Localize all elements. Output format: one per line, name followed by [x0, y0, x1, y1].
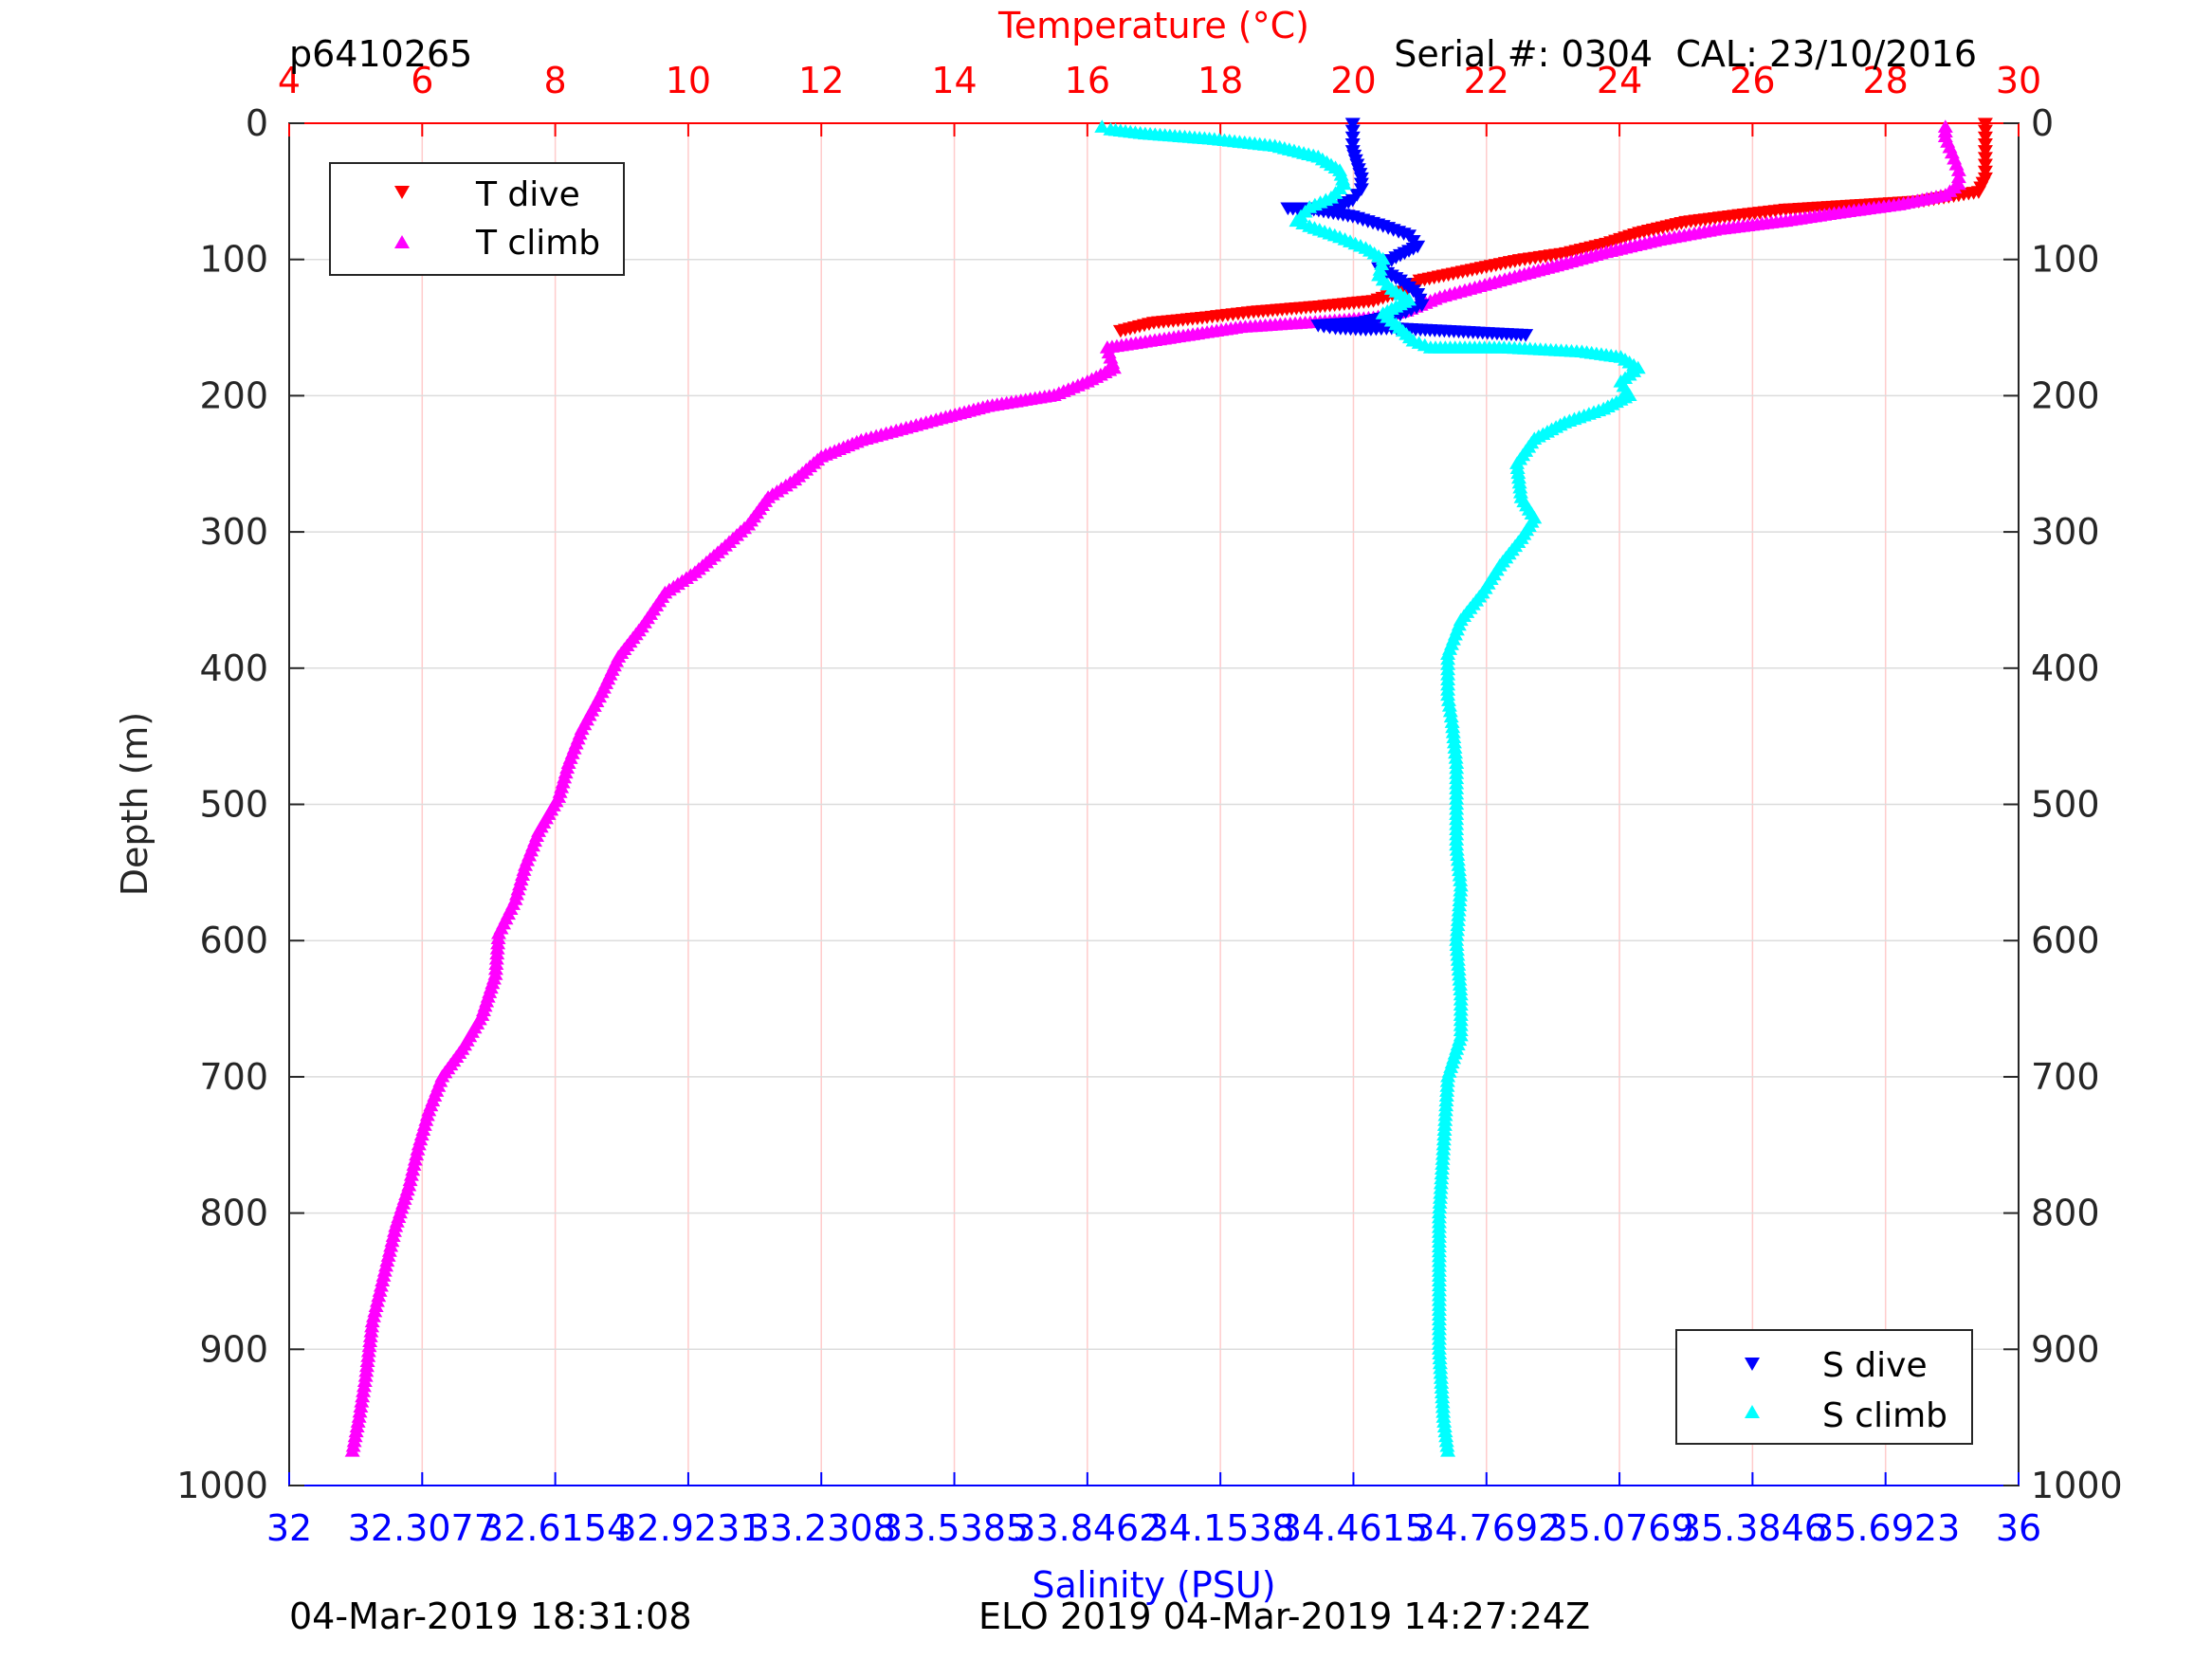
temperature-tick-label: 26: [1729, 60, 1775, 101]
s-climb-marker: [1094, 119, 1110, 133]
salinity-tick-label: 33.2308: [747, 1507, 896, 1549]
salinity-tick-label: 34.1538: [1146, 1507, 1295, 1549]
depth-tick-label-left: 700: [199, 1056, 268, 1098]
series-layer: [344, 118, 1993, 1457]
temperature-tick-label: 4: [278, 60, 301, 101]
depth-tick-label-left: 500: [199, 784, 268, 826]
depth-tick-label-right: 500: [2031, 784, 2100, 826]
depth-tick-label-left: 400: [199, 647, 268, 689]
temperature-tick-label: 22: [1464, 60, 1509, 101]
depth-tick-label-left: 900: [199, 1328, 268, 1370]
salinity-tick-label: 32: [266, 1507, 312, 1549]
t-climb-marker: [1937, 119, 1953, 133]
depth-tick-label-right: 0: [2031, 102, 2054, 144]
temperature-tick-label: 18: [1197, 60, 1243, 101]
t-dive-series: [1112, 118, 1993, 338]
depth-tick-label-left: 600: [199, 920, 268, 961]
depth-tick-label-right: 600: [2031, 920, 2100, 961]
temperature-tick-label: 20: [1330, 60, 1376, 101]
temperature-tick-label: 6: [411, 60, 433, 101]
depth-tick-label-right: 200: [2031, 374, 2100, 416]
depth-grid-lines: [289, 258, 2019, 1351]
legend-s-dive-marker: [1745, 1358, 1760, 1371]
depth-axis-title: Depth (m): [114, 712, 155, 897]
temperature-tick-label: 12: [798, 60, 844, 101]
legend-temperature-box: [329, 162, 625, 276]
s-dive-marker: [1344, 118, 1361, 131]
t-dive-marker: [1977, 158, 1993, 173]
t-dive-marker: [1977, 124, 1993, 138]
legend-t-dive-label: T dive: [475, 175, 580, 214]
legend-salinity-box: [1675, 1329, 1973, 1445]
s-dive-marker: [1344, 124, 1361, 138]
legend-salinity: S dive S climb: [1675, 1329, 1973, 1445]
depth-tick-label-right: 300: [2031, 511, 2100, 553]
depth-tick-label-right: 100: [2031, 239, 2100, 281]
depth-tick-label-right: 1000: [2031, 1465, 2123, 1506]
serial-cal-label: Serial #: 0304 CAL: 23/10/2016: [1394, 33, 1977, 75]
depth-tick-label-left: 200: [199, 374, 268, 416]
temperature-tick-label: 10: [666, 60, 711, 101]
legend-t-dive-marker: [394, 186, 410, 199]
legend-t-climb-marker: [394, 235, 410, 248]
temperature-tick-label: 8: [544, 60, 567, 101]
temperature-tick-label: 24: [1597, 60, 1642, 101]
legend-t-climb-label: T climb: [475, 224, 600, 263]
salinity-tick-label: 32.3077: [348, 1507, 497, 1549]
t-dive-marker: [1977, 152, 1993, 165]
legend-s-climb-marker: [1745, 1405, 1760, 1418]
depth-tick-label-left: 100: [199, 239, 268, 281]
t-dive-marker: [1977, 165, 1993, 179]
footer-mission-label: ELO 2019 04-Mar-2019 14:27:24Z: [978, 1595, 1590, 1637]
salinity-tick-label: 33.8462: [1013, 1507, 1161, 1549]
temperature-tick-label: 14: [931, 60, 977, 101]
temperature-tick-label: 16: [1065, 60, 1110, 101]
salinity-axis-title: Salinity (PSU): [1032, 1564, 1275, 1606]
salinity-tick-label: 35.6923: [1811, 1507, 1960, 1549]
depth-tick-label-left: 0: [246, 102, 268, 144]
salinity-tick-label: 32.6154: [481, 1507, 630, 1549]
temperature-tick-label: 28: [1863, 60, 1909, 101]
s-dive-marker: [1344, 137, 1361, 152]
salinity-tick-label: 34.4615: [1279, 1507, 1428, 1549]
depth-tick-label-right: 700: [2031, 1056, 2100, 1098]
s-dive-marker: [1344, 131, 1361, 145]
t-dive-marker: [1977, 137, 1993, 152]
footer-timestamp: 04-Mar-2019 18:31:08: [289, 1595, 692, 1637]
s-climb-series: [1094, 119, 1646, 1457]
t-dive-marker: [1977, 145, 1993, 158]
salinity-tick-label: 34.7692: [1412, 1507, 1561, 1549]
t-dive-marker: [1977, 131, 1993, 145]
t-dive-marker: [1977, 118, 1993, 131]
legend-s-dive-label: S dive: [1822, 1346, 1928, 1385]
temperature-tick-label: 30: [1996, 60, 2041, 101]
depth-tick-label-left: 800: [199, 1193, 268, 1234]
depth-tick-label-right: 400: [2031, 647, 2100, 689]
salinity-tick-label: 33.5385: [880, 1507, 1029, 1549]
s-dive-marker: [1518, 329, 1534, 342]
t-climb-marker: [1950, 176, 1966, 191]
temperature-axis-title: Temperature (°C): [997, 5, 1309, 46]
profile-id: p6410265: [289, 33, 472, 75]
depth-tick-label-right: 900: [2031, 1328, 2100, 1370]
legend-temperature: T dive T climb: [329, 162, 625, 276]
salinity-tick-label: 35.3846: [1678, 1507, 1827, 1549]
depth-tick-label-right: 800: [2031, 1193, 2100, 1234]
axis-ticks: [288, 122, 2020, 1486]
depth-tick-label-left: 300: [199, 511, 268, 553]
t-climb-marker: [1950, 170, 1966, 184]
tick-labels: 4 6 8 10 12 14 16 18 20 22 24 26 28 30 32 32.307732.615…: [176, 60, 2122, 1549]
salinity-tick-label: 35.0769: [1545, 1507, 1694, 1549]
depth-tick-label-left: 1000: [176, 1465, 268, 1506]
salinity-tick-label: 36: [1996, 1507, 2041, 1549]
t-dive-marker: [1112, 324, 1128, 338]
salinity-tick-label: 32.9231: [613, 1507, 762, 1549]
legend-s-climb-label: S climb: [1822, 1396, 1947, 1435]
